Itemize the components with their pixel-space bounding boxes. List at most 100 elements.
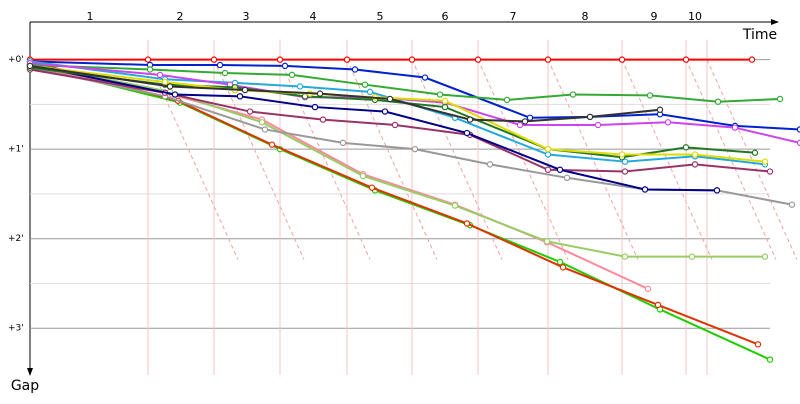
point [556, 166, 564, 173]
point [544, 145, 552, 153]
series-line [29, 60, 759, 346]
point [563, 174, 571, 182]
point [556, 258, 564, 266]
point [316, 90, 324, 97]
point [691, 151, 699, 158]
point [311, 103, 319, 111]
point [276, 56, 284, 63]
point [241, 86, 249, 94]
point [621, 168, 629, 175]
point [621, 158, 629, 165]
lap-diagonal [279, 59, 371, 260]
point [261, 126, 269, 133]
point [436, 91, 444, 98]
point [713, 187, 721, 194]
point [144, 56, 152, 63]
point [411, 145, 419, 153]
point [754, 341, 762, 348]
point [641, 186, 649, 193]
point [503, 96, 511, 104]
point [664, 119, 672, 126]
point [146, 66, 154, 73]
point [216, 61, 224, 69]
point [343, 56, 351, 63]
point [246, 108, 254, 115]
point [748, 56, 756, 63]
point [688, 253, 696, 260]
point [441, 97, 449, 104]
y-tick-label: +1' [8, 145, 24, 155]
point [761, 253, 769, 260]
point [569, 91, 577, 98]
x-tick-label: 4 [310, 10, 317, 23]
point [268, 141, 276, 148]
point [646, 92, 654, 99]
x-axis-label: Time [742, 27, 777, 43]
y-tick-label: +0' [8, 55, 24, 65]
point [544, 151, 552, 158]
point [463, 129, 471, 137]
point [654, 301, 662, 309]
point [166, 83, 174, 90]
point [301, 93, 309, 100]
point [386, 95, 394, 103]
point [644, 285, 652, 293]
x-tick-label: 6 [442, 10, 449, 23]
point [544, 56, 552, 63]
point [766, 168, 774, 175]
lap-diagonal [706, 59, 798, 260]
x-tick-label: 1 [87, 10, 94, 23]
point [776, 95, 784, 103]
point [559, 264, 567, 271]
lap-diagonal [346, 59, 438, 260]
point [788, 201, 796, 208]
point [451, 202, 459, 209]
point [751, 149, 759, 156]
point [361, 81, 369, 88]
point [474, 56, 482, 63]
point [441, 103, 449, 111]
point [421, 74, 429, 81]
lap-diagonal [621, 59, 713, 260]
x-tick-label: 9 [651, 10, 658, 23]
point [156, 71, 164, 79]
point [486, 161, 494, 168]
series-line [29, 68, 771, 173]
point [691, 161, 699, 168]
point [766, 356, 774, 363]
series-line [29, 66, 649, 290]
point [521, 118, 529, 125]
point [682, 144, 690, 151]
point [221, 69, 229, 77]
x-tick-label: 2 [177, 10, 184, 23]
y-tick-label: +2' [8, 234, 24, 244]
series-line [29, 64, 766, 163]
lap-diagonal [213, 59, 305, 260]
point [466, 116, 474, 123]
point [381, 108, 389, 115]
point [618, 56, 626, 63]
point [319, 116, 327, 123]
y-axis-label: Gap [11, 378, 39, 394]
x-tick-label: 8 [582, 10, 589, 23]
point [161, 78, 169, 86]
lap-diagonal [477, 59, 569, 260]
point [731, 124, 739, 131]
point [463, 220, 471, 227]
point [339, 139, 347, 147]
point [351, 66, 359, 73]
lap-diagonal [547, 59, 639, 260]
lap-diagonal [685, 59, 777, 260]
x-tick-label: 3 [243, 10, 250, 23]
point [171, 91, 179, 98]
y-tick-label: +3' [8, 324, 24, 334]
point [586, 113, 594, 121]
point [761, 158, 769, 165]
point [796, 126, 800, 133]
point [366, 88, 374, 96]
point [543, 238, 551, 245]
x-tick-label: 10 [688, 10, 702, 23]
x-tick-label: 7 [510, 10, 517, 23]
point [796, 139, 800, 147]
